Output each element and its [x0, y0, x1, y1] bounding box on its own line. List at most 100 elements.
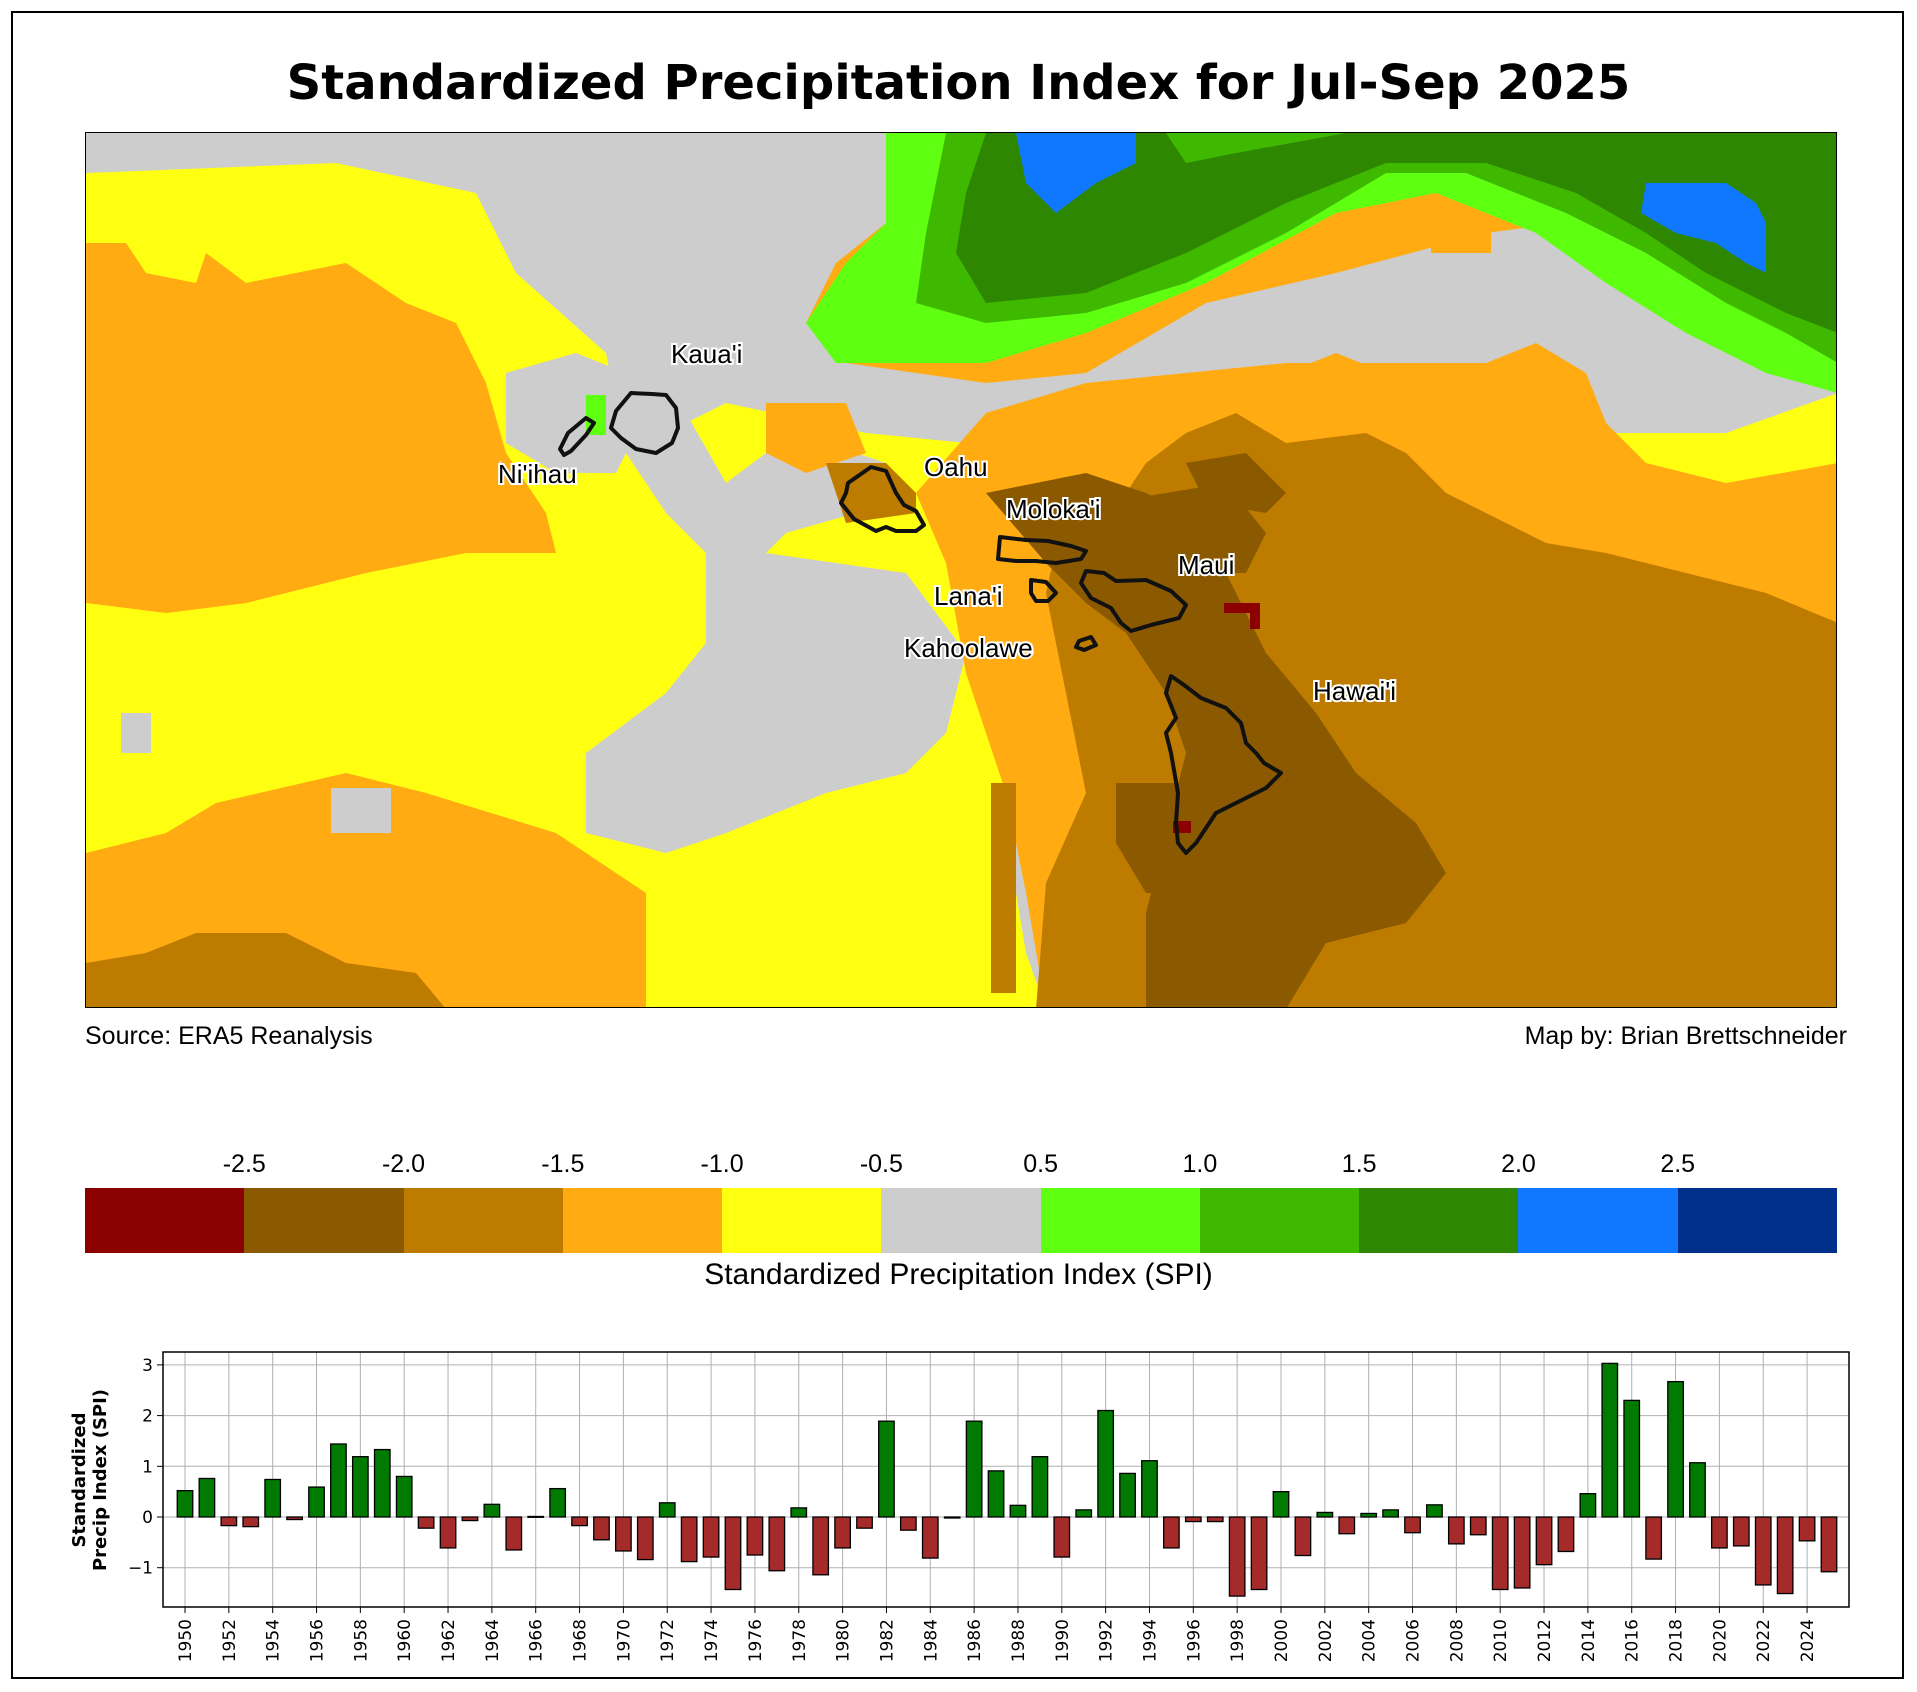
island-label-maui: Maui	[1178, 550, 1234, 580]
map-region-blue	[1016, 133, 1136, 213]
bar-1980	[834, 1516, 851, 1549]
island-label-lanai: Lana'i	[934, 581, 1003, 611]
map-region-dark-red	[1224, 603, 1260, 629]
bar-1954	[264, 1478, 282, 1518]
bar-2006	[1404, 1516, 1421, 1534]
map-region-blue	[1641, 183, 1766, 273]
island-label-kahoolawe: Kahoolawe	[904, 633, 1033, 663]
x-tick-label: 1954	[264, 1619, 284, 1662]
bar-2015	[1601, 1362, 1619, 1518]
island-kahoolawe-outline	[1074, 635, 1098, 652]
x-tick-label: 1992	[1097, 1619, 1117, 1662]
island-label-hawaii: Hawai'i	[1313, 676, 1396, 706]
colorbar-segment	[562, 1188, 723, 1253]
x-tick-label: 1970	[614, 1619, 634, 1662]
bar-2018	[1667, 1380, 1684, 1518]
map-region-dark-brown	[1116, 783, 1216, 893]
bar-1977	[768, 1516, 786, 1572]
bar-1999	[1250, 1516, 1268, 1591]
x-tick-label: 2020	[1710, 1619, 1730, 1662]
bar-2010	[1491, 1516, 1509, 1591]
bar-2022	[1754, 1516, 1772, 1586]
bar-1995	[1163, 1516, 1180, 1549]
x-tick-label: 1982	[877, 1619, 897, 1662]
bar-1978	[790, 1507, 808, 1518]
colorbar-tick-label: -0.5	[859, 1150, 903, 1178]
spi-map-canvas: Kaua'i Ni'ihau Oahu Moloka'i Lana'i Kaho…	[86, 133, 1836, 1007]
bar-1997	[1206, 1516, 1224, 1523]
x-tick-label: 2022	[1754, 1619, 1774, 1662]
bar-1966	[527, 1515, 545, 1518]
map-region-grey	[506, 353, 646, 473]
island-label-oahu: Oahu	[924, 452, 988, 482]
source-label: Source: ERA5 Reanalysis	[85, 1022, 373, 1050]
colorbar-tick-label: 2.0	[1501, 1150, 1536, 1178]
colorbar-tick-label: -1.0	[700, 1150, 744, 1178]
x-tick-label: 2014	[1579, 1619, 1599, 1662]
x-tick-label: 2024	[1798, 1619, 1818, 1662]
x-tick-label: 1956	[308, 1619, 328, 1662]
map-region-dark-brown	[1186, 453, 1286, 513]
x-tick-label: 2002	[1316, 1619, 1336, 1662]
bar-1973	[680, 1516, 698, 1563]
colorbar-segment	[403, 1188, 563, 1253]
x-tick-label: 2000	[1272, 1619, 1292, 1662]
x-tick-label: 1958	[351, 1619, 371, 1662]
map-region-grey	[331, 788, 391, 833]
x-tick-label: 1968	[571, 1619, 591, 1662]
bar-2013	[1557, 1516, 1575, 1553]
bar-2014	[1579, 1493, 1597, 1518]
figure-border	[11, 11, 1904, 1679]
map-region-brown	[991, 783, 1016, 993]
x-tick-label: 1960	[395, 1619, 415, 1662]
island-molokai-outline	[996, 535, 1088, 565]
colorbar-segment	[1199, 1188, 1360, 1253]
bar-1956	[308, 1486, 325, 1518]
island-hawaii-outline	[1164, 674, 1283, 855]
colorbar-segment	[1518, 1188, 1678, 1253]
x-tick-label: 1984	[921, 1619, 941, 1662]
bar-1957	[330, 1443, 347, 1518]
x-tick-label: 2012	[1535, 1619, 1555, 1662]
bar-1959	[373, 1448, 391, 1518]
x-tick-label: 1974	[702, 1619, 722, 1662]
colorbar-segment	[881, 1188, 1041, 1253]
x-tick-label: 1964	[483, 1619, 503, 1662]
bar-1969	[593, 1516, 610, 1541]
bar-2009	[1469, 1516, 1487, 1536]
bar-1953	[242, 1516, 260, 1528]
bar-2012	[1535, 1516, 1553, 1566]
map-region-orange	[766, 403, 866, 473]
bar-1970	[615, 1516, 632, 1552]
bar-1963	[461, 1516, 479, 1522]
y-axis-label-line1: Standardized	[69, 1412, 90, 1547]
bar-1952	[220, 1516, 238, 1527]
x-tick-label: 1972	[658, 1619, 678, 1662]
bar-1988	[1009, 1504, 1027, 1518]
bar-2007	[1426, 1504, 1443, 1518]
bar-1990	[1053, 1516, 1071, 1558]
x-tick-label: 1986	[965, 1619, 985, 1662]
x-tick-label: 1962	[439, 1619, 459, 1662]
map-region-grey	[121, 713, 151, 753]
bar-1996	[1184, 1516, 1202, 1523]
bar-2001	[1294, 1516, 1312, 1557]
island-oahu-outline	[839, 465, 926, 533]
bar-2003	[1338, 1516, 1356, 1535]
bar-2005	[1382, 1509, 1399, 1518]
x-tick-label: 1988	[1009, 1619, 1029, 1662]
bar-2016	[1623, 1399, 1641, 1518]
colorbar-segment	[1677, 1188, 1837, 1253]
plot-frame	[162, 1351, 1850, 1608]
colorbar-segment	[722, 1188, 882, 1253]
colorbar-tick-label: -2.0	[381, 1150, 426, 1178]
x-tick-label: 1976	[746, 1619, 766, 1662]
map-credit-label: Map by: Brian Brettschneider	[1524, 1022, 1847, 1050]
bar-1986	[965, 1420, 983, 1518]
map-region-dark-brown	[986, 473, 1446, 1007]
x-tick-label: 1966	[527, 1619, 547, 1662]
colorbar-segment	[244, 1188, 404, 1253]
bar-1992	[1097, 1409, 1115, 1518]
bar-2000	[1272, 1491, 1290, 1518]
colorbar-label: Standardized Precipitation Index (SPI)	[704, 1258, 1213, 1291]
